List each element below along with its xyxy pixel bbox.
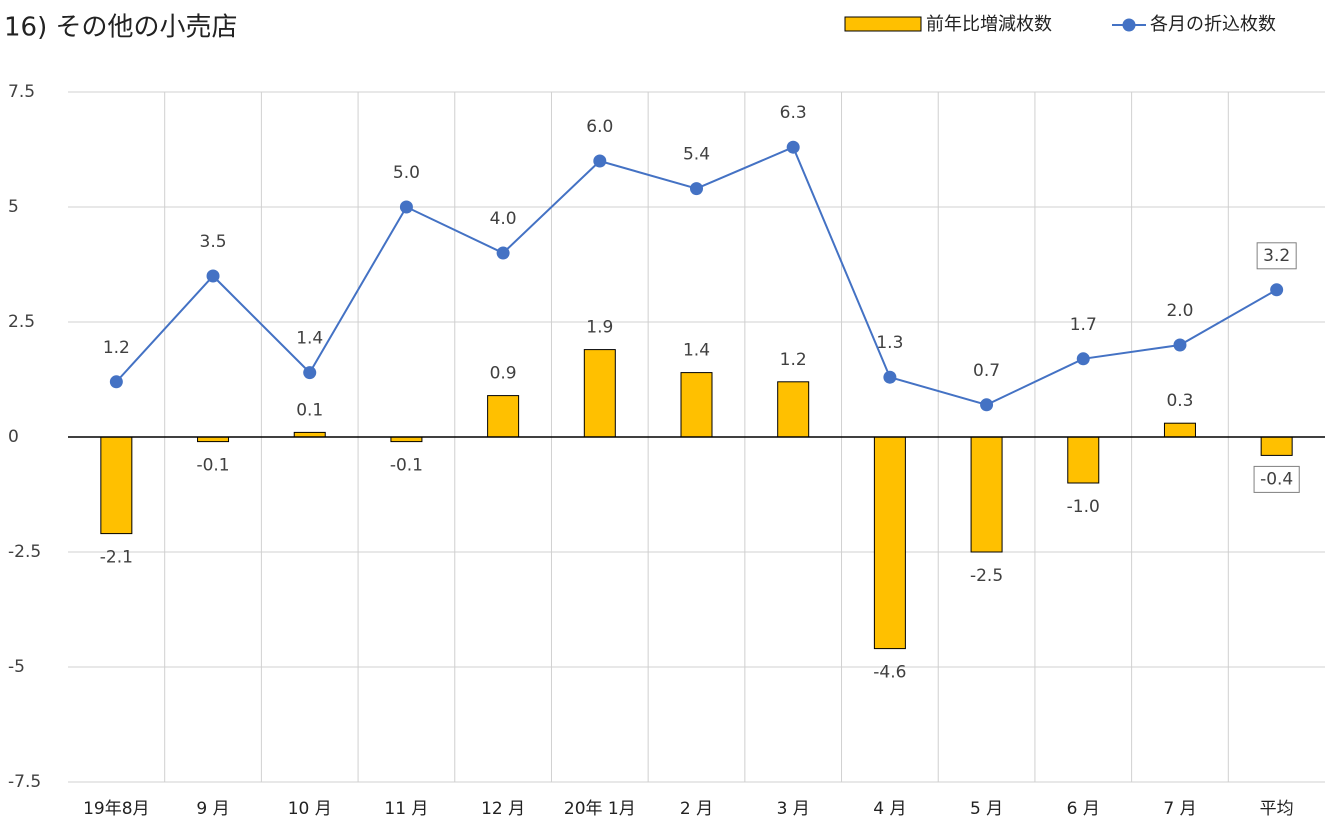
bar-value-label: 1.9	[586, 318, 613, 338]
x-tick-label: 9 月	[196, 799, 229, 819]
legend-label: 各月の折込枚数	[1150, 14, 1276, 35]
x-tick-label: 2 月	[680, 799, 713, 819]
line-point	[690, 182, 703, 196]
line-value-label: 2.0	[1166, 301, 1193, 321]
bar-value-label: -0.1	[390, 456, 423, 476]
bar-value-label: 0.9	[490, 364, 517, 384]
bar	[970, 436, 1003, 553]
bar-value-label: -0.4	[1260, 469, 1293, 489]
bar	[1260, 436, 1293, 456]
bar	[583, 349, 616, 438]
bar-value-label: -2.5	[970, 566, 1003, 586]
y-tick-label: -5	[8, 657, 25, 677]
x-tick-label: 7 月	[1163, 799, 1196, 819]
chart-title: 16) その他の小売店	[4, 13, 238, 43]
bar-value-label: -0.1	[196, 456, 229, 476]
x-tick-label: 12 月	[481, 799, 525, 819]
bar	[100, 436, 133, 535]
x-tick-label: 6 月	[1067, 799, 1100, 819]
line-value-label: 4.0	[490, 209, 517, 229]
line-point	[786, 140, 800, 154]
line-point	[1076, 352, 1090, 366]
bar	[1067, 436, 1100, 484]
line-value-label: 1.7	[1070, 315, 1097, 335]
line-value-label: 3.2	[1263, 246, 1290, 266]
x-tick-label: 20年 1月	[564, 799, 636, 819]
bar-value-label: -1.0	[1067, 497, 1100, 517]
bar-value-label: 1.4	[683, 341, 710, 361]
line-point	[593, 154, 607, 168]
line-value-label: 1.4	[296, 329, 323, 349]
bar-value-label: 1.2	[780, 350, 807, 370]
bar	[487, 395, 520, 438]
line-value-label: 1.2	[103, 338, 130, 358]
line-value-label: 3.5	[200, 232, 227, 252]
line-point	[883, 370, 897, 384]
line-value-label: 0.7	[973, 361, 1000, 381]
y-tick-label: 5	[8, 197, 19, 217]
line-value-label: 5.4	[683, 145, 710, 165]
line-point	[1270, 283, 1284, 297]
x-tick-label: 4 月	[873, 799, 906, 819]
bar	[1163, 422, 1196, 438]
line-value-label: 1.3	[876, 333, 903, 353]
line-point	[496, 246, 510, 260]
x-tick-label: 19年8月	[83, 799, 149, 819]
x-tick-label: 5 月	[970, 799, 1003, 819]
bar	[873, 436, 906, 650]
line-value-label: 6.3	[780, 103, 807, 123]
y-tick-label: -7.5	[8, 772, 41, 792]
bar	[777, 381, 810, 438]
x-tick-label: 3 月	[777, 799, 810, 819]
label-box	[1256, 242, 1297, 270]
line-point	[980, 398, 994, 412]
x-tick-label: 平均	[1260, 799, 1294, 819]
line-point	[109, 375, 123, 389]
bar-value-label: 0.1	[296, 400, 323, 420]
legend-label: 前年比増減枚数	[926, 14, 1052, 35]
y-tick-label: 7.5	[8, 82, 35, 102]
legend-swatch	[844, 16, 922, 32]
bar-value-label: -2.1	[100, 548, 133, 568]
label-box	[1253, 465, 1300, 493]
y-tick-label: 2.5	[8, 312, 35, 332]
x-tick-label: 11 月	[384, 799, 428, 819]
y-tick-label: 0	[8, 427, 19, 447]
y-tick-label: -2.5	[8, 542, 41, 562]
line-point	[303, 366, 317, 380]
line-value-label: 5.0	[393, 163, 420, 183]
bar-value-label: -4.6	[873, 663, 906, 683]
legend-marker	[1122, 18, 1136, 32]
line-point	[399, 200, 413, 214]
bar	[680, 372, 713, 438]
line-value-label: 6.0	[586, 117, 613, 137]
x-tick-label: 10 月	[288, 799, 332, 819]
line-point	[1173, 338, 1187, 352]
line-point	[206, 269, 220, 283]
bar-value-label: 0.3	[1166, 391, 1193, 411]
